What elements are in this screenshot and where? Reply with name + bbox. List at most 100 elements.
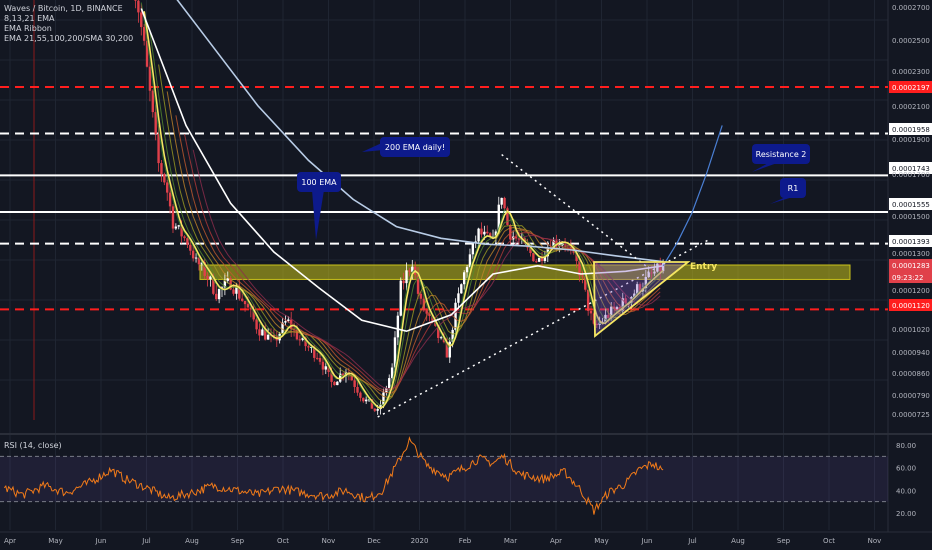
time-label: Feb <box>459 537 472 545</box>
candle-body <box>356 386 359 393</box>
candle-body <box>624 298 627 304</box>
price-label: 0.0001700 <box>892 171 930 179</box>
candle-body <box>189 244 192 251</box>
candle-body <box>445 342 449 358</box>
time-label: May <box>594 537 608 545</box>
callout-r1: R1 <box>770 178 806 204</box>
candle-body <box>486 231 489 234</box>
candle-body <box>382 392 385 405</box>
price-label: 0.0000725 <box>892 411 930 419</box>
candle-body <box>137 0 140 13</box>
candle-body <box>200 262 204 265</box>
candle-body <box>488 233 492 238</box>
callout-ema100-tail <box>312 190 324 240</box>
candle-body <box>607 314 610 319</box>
price-label: 0.0001200 <box>892 287 930 295</box>
candle-body <box>610 306 613 319</box>
indicator-label-ema-sma[interactable]: EMA 21,55,100,200/SMA 30,200 <box>4 34 134 43</box>
candle-body <box>480 228 483 235</box>
price-label: 0.0001283 <box>889 259 932 271</box>
candle-body <box>517 238 521 240</box>
candle-body <box>183 236 186 239</box>
candle-body <box>532 253 535 262</box>
candle-body <box>232 289 235 294</box>
candle-body <box>261 329 264 336</box>
rsi-tick-label: 60.00 <box>896 465 916 473</box>
candle-body <box>287 319 290 322</box>
candle-body <box>638 284 642 292</box>
candle-body <box>258 329 261 336</box>
candle-body <box>353 380 356 387</box>
price-label-bg <box>889 198 932 210</box>
price-label: 0.0002197 <box>889 81 932 93</box>
candle-body <box>656 263 659 272</box>
candle-body <box>166 182 169 193</box>
candle-body <box>497 204 500 232</box>
candle-body <box>203 262 206 276</box>
price-label: 0.0002500 <box>892 37 930 45</box>
price-label-text: 0.0002100 <box>892 103 930 111</box>
price-label: 0.0002100 <box>892 103 930 111</box>
price-label-bg <box>889 162 932 174</box>
callout-resistance2-text: Resistance 2 <box>756 150 807 159</box>
candle-body <box>388 378 391 389</box>
callout-resistance2: Resistance 2 <box>752 144 810 172</box>
ema-fast-line <box>143 11 664 409</box>
candle-body <box>615 307 619 309</box>
candle-body <box>460 284 463 294</box>
candle-body <box>468 254 472 268</box>
trendline-0 <box>377 239 709 418</box>
price-label-text: 0.0001555 <box>892 201 930 209</box>
price-label: 0.0001958 <box>889 123 932 135</box>
indicator-label-ribbon[interactable]: EMA Ribbon <box>4 24 52 33</box>
candle-body <box>578 261 581 276</box>
price-label: 0.0001743 <box>889 162 932 174</box>
candle-body <box>552 240 555 249</box>
candle-body <box>238 287 241 299</box>
candle-body <box>416 274 420 294</box>
candle-body <box>483 231 486 235</box>
rsi-title[interactable]: RSI (14, close) <box>4 441 62 450</box>
candle-body <box>411 266 414 272</box>
time-label: Apr <box>550 537 562 545</box>
candle-body <box>537 257 541 262</box>
candle-body <box>235 287 238 294</box>
rsi-band <box>0 456 888 502</box>
price-label-bg <box>889 235 932 247</box>
candle-body <box>313 346 316 358</box>
candle-body <box>194 257 198 259</box>
price-label: 0.0000940 <box>892 349 930 357</box>
candle-body <box>612 306 616 309</box>
time-label: Jun <box>95 537 107 545</box>
candle-body <box>644 276 648 288</box>
time-label: 2020 <box>411 537 429 545</box>
candle-body <box>379 404 382 410</box>
time-label: May <box>48 537 62 545</box>
price-label-bg <box>889 81 932 93</box>
candle-body <box>359 392 362 398</box>
indicator-label-ema[interactable]: 8,13,21 EMA <box>4 14 55 23</box>
price-label-text: 0.0001500 <box>892 213 930 221</box>
price-label-text: 0.0001958 <box>892 126 930 134</box>
candle-body <box>535 261 538 263</box>
candle-body <box>402 280 405 284</box>
time-label: Nov <box>322 537 336 545</box>
candle-body <box>333 381 336 386</box>
candle-body <box>163 174 166 183</box>
time-label: Aug <box>731 537 745 545</box>
callout-ema200: 200 EMA daily! <box>362 137 450 157</box>
price-label-text: 0.0001020 <box>892 326 930 334</box>
candle-body <box>330 371 333 382</box>
symbol-title[interactable]: Waves / Bitcoin, 1D, BINANCE <box>4 4 123 13</box>
projection-curve <box>662 125 723 267</box>
candle-body <box>197 257 201 265</box>
time-label: Sep <box>231 537 245 545</box>
candle-body <box>177 225 180 227</box>
candle-body <box>341 373 345 377</box>
candle-body <box>500 197 503 205</box>
candle-body <box>437 325 440 338</box>
candle-body <box>145 40 149 67</box>
candle-body <box>604 314 607 322</box>
candle-body <box>408 270 411 272</box>
